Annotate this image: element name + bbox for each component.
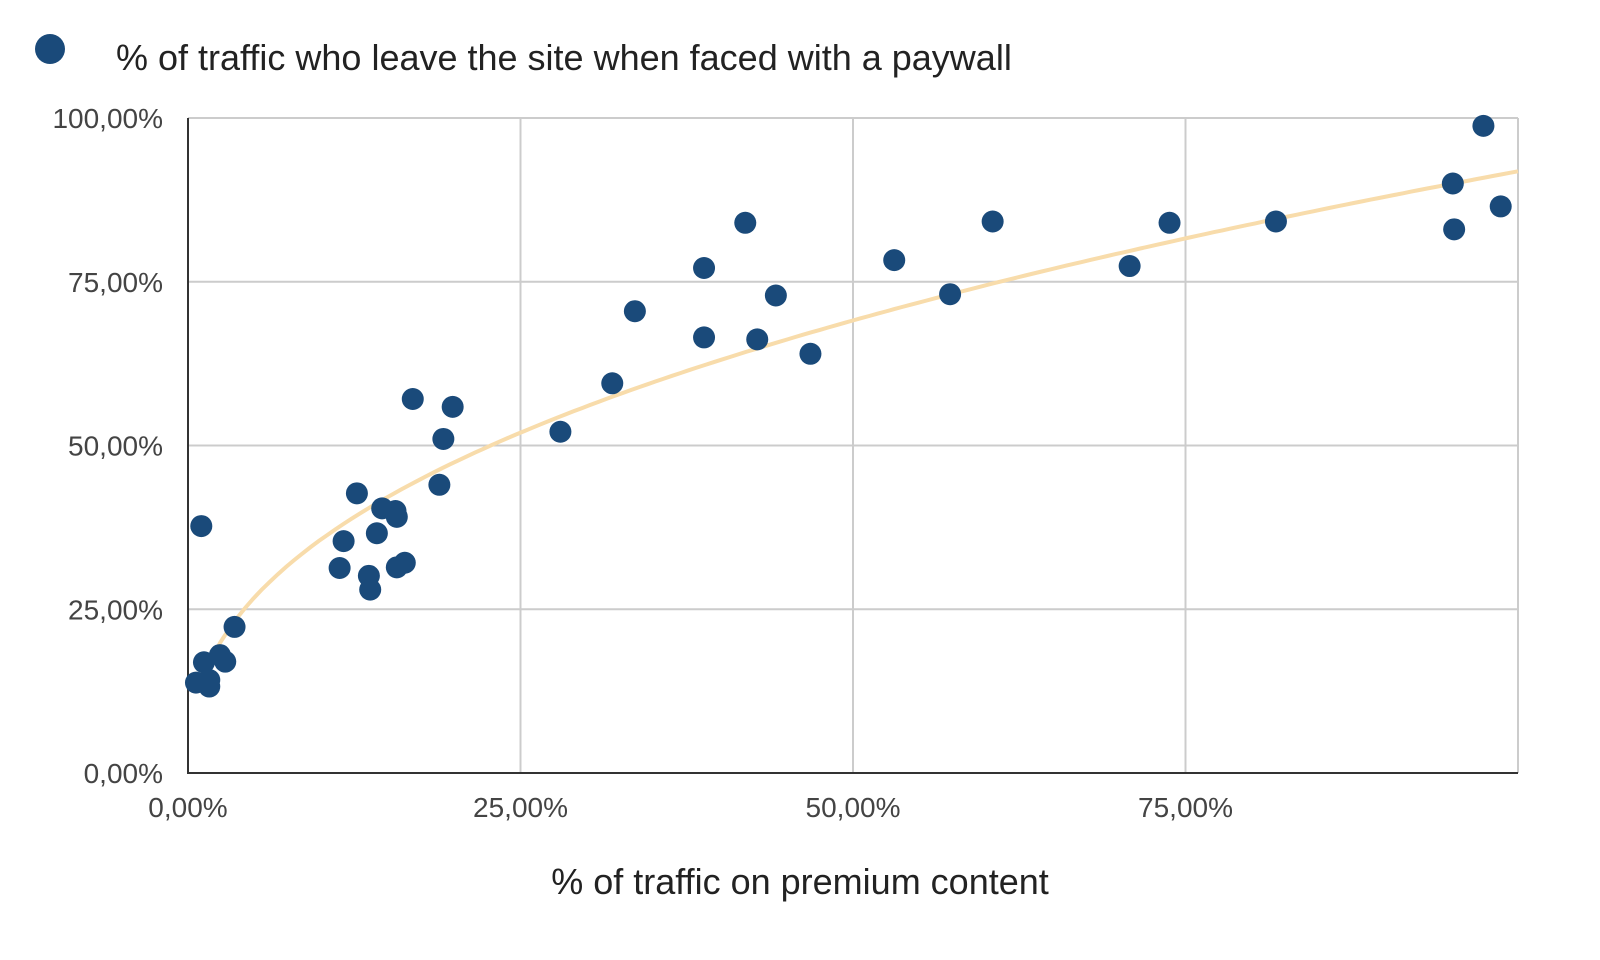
tick-label-layer: 0,00% 25,00% 50,00% 75,00% 100,00% 0,00% 25,00… xyxy=(52,103,1233,823)
data-point xyxy=(764,284,787,307)
data-point xyxy=(693,326,716,349)
data-point xyxy=(746,328,769,351)
data-point xyxy=(1118,255,1141,278)
data-point xyxy=(190,515,213,538)
data-point xyxy=(1264,210,1287,233)
data-point xyxy=(623,300,646,323)
data-point xyxy=(401,387,424,410)
data-point xyxy=(883,249,906,272)
data-point xyxy=(223,615,246,638)
data-point xyxy=(1443,218,1466,241)
data-point xyxy=(345,482,368,505)
x-tick-label: 50,00% xyxy=(806,792,901,823)
y-tick-label: 50,00% xyxy=(68,431,163,462)
data-point xyxy=(359,578,382,601)
legend-marker xyxy=(35,34,65,64)
axis-layer xyxy=(187,118,1518,774)
data-point xyxy=(799,342,822,365)
y-tick-label: 75,00% xyxy=(68,267,163,298)
grid-layer xyxy=(188,117,1519,773)
data-point xyxy=(1158,211,1181,234)
data-point xyxy=(693,256,716,279)
legend: % of traffic who leave the site when fac… xyxy=(35,34,1012,78)
data-point xyxy=(214,650,237,673)
x-tick-label: 75,00% xyxy=(1138,792,1233,823)
data-point xyxy=(385,505,408,528)
trendline-layer xyxy=(202,169,1519,677)
data-point xyxy=(365,522,388,545)
y-tick-label: 25,00% xyxy=(68,594,163,625)
data-point xyxy=(332,530,355,553)
data-point xyxy=(939,283,962,306)
trendline xyxy=(202,169,1519,677)
data-point xyxy=(432,427,455,450)
data-point xyxy=(428,473,451,496)
legend-series-label: % of traffic who leave the site when fac… xyxy=(116,37,1012,78)
data-point xyxy=(981,210,1004,233)
y-tick-label: 100,00% xyxy=(52,103,163,134)
data-point xyxy=(601,372,624,395)
x-tick-label: 0,00% xyxy=(148,792,227,823)
data-point xyxy=(549,420,572,443)
data-point xyxy=(198,668,221,691)
data-point xyxy=(328,556,351,579)
data-point xyxy=(1489,195,1512,218)
x-tick-label: 25,00% xyxy=(473,792,568,823)
x-axis-title: % of traffic on premium content xyxy=(551,861,1049,902)
data-point xyxy=(393,551,416,574)
data-point xyxy=(734,211,757,234)
data-point-layer xyxy=(184,114,1512,698)
data-point xyxy=(441,395,464,418)
data-point xyxy=(1472,114,1495,137)
y-tick-label: 0,00% xyxy=(84,758,163,789)
data-point xyxy=(1441,172,1464,195)
